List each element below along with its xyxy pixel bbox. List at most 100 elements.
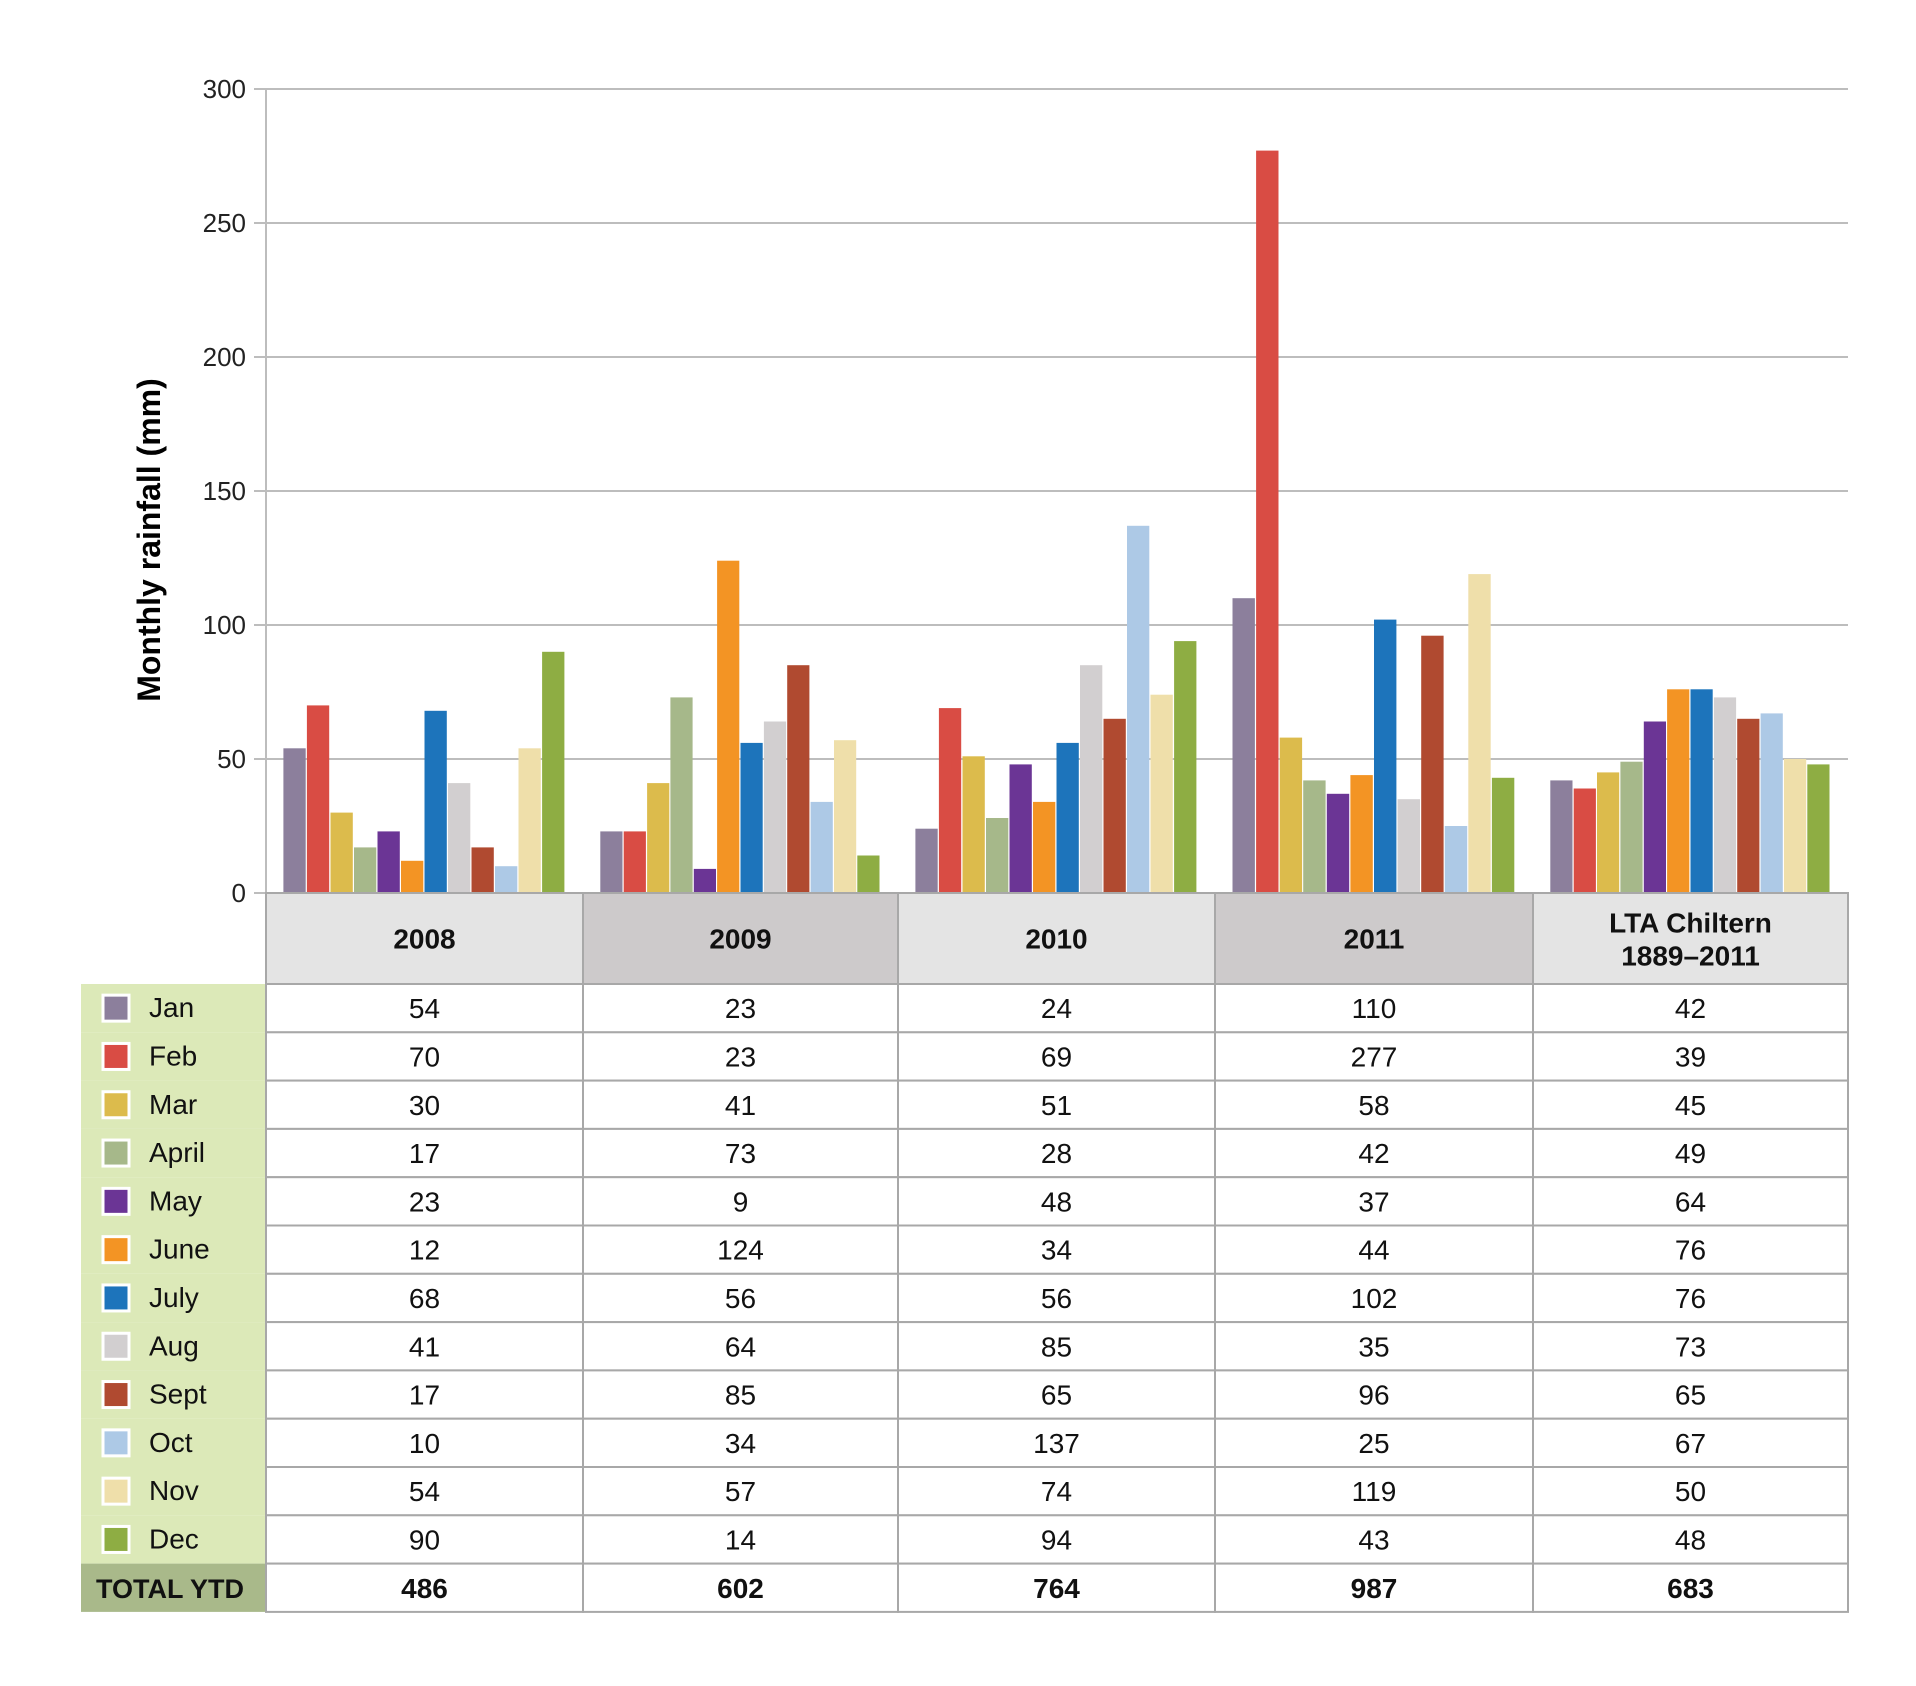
cell-value: 37 [1358, 1186, 1389, 1217]
bar [986, 818, 1009, 893]
cell-value: 17 [409, 1380, 440, 1411]
y-tick-label: 100 [203, 610, 246, 640]
bar [1056, 742, 1079, 893]
bar [424, 710, 447, 893]
cell-value: 42 [1358, 1138, 1389, 1169]
legend-swatch [101, 1428, 131, 1458]
cell-value: 124 [717, 1235, 764, 1266]
category-label: 2011 [1344, 924, 1405, 955]
table-cell [265, 1031, 584, 1082]
table-cell [1532, 1514, 1849, 1565]
y-tick-label: 50 [217, 744, 246, 774]
bar [1103, 718, 1126, 893]
table-cell [897, 983, 1216, 1034]
bar [1421, 635, 1444, 893]
bar [471, 847, 494, 893]
bar [763, 721, 787, 893]
cell-value: 35 [1358, 1331, 1389, 1362]
legend-label: April [149, 1137, 205, 1168]
legend-label: July [149, 1282, 199, 1313]
legend-swatch [101, 1041, 131, 1071]
cell-value: 23 [409, 1186, 440, 1217]
legend-swatch [101, 1138, 131, 1168]
table-cell [1532, 1127, 1849, 1179]
total-value: 602 [717, 1573, 764, 1604]
legend-label: Oct [149, 1427, 193, 1458]
y-tick-label: 0 [232, 878, 246, 908]
bar [1643, 721, 1666, 893]
cell-value: 54 [409, 993, 440, 1024]
total-value: 764 [1033, 1573, 1080, 1604]
bar [1150, 694, 1173, 893]
table-cell [1532, 1417, 1849, 1468]
bar [740, 742, 763, 893]
cell-value: 96 [1358, 1380, 1389, 1411]
bar [377, 831, 400, 893]
table-cell [265, 983, 584, 1034]
cell-value: 17 [409, 1138, 440, 1169]
table-cell [1532, 1224, 1849, 1275]
bar [647, 783, 670, 893]
legend-swatch [101, 1186, 131, 1216]
cell-value: 76 [1675, 1235, 1706, 1266]
y-axis: 0 50 100 150 200 250 300 [203, 74, 267, 908]
bar [1397, 799, 1420, 893]
table-cell [1214, 1224, 1534, 1275]
legend-swatch [101, 1235, 131, 1265]
cell-value: 51 [1041, 1090, 1072, 1121]
bar [1009, 764, 1032, 893]
table-cell [582, 1224, 899, 1275]
legend-swatch [101, 1331, 131, 1361]
y-tick-label: 300 [203, 74, 246, 104]
table-cell [265, 1514, 584, 1565]
bar [1444, 826, 1468, 893]
cell-value: 64 [1675, 1186, 1706, 1217]
bar [1667, 689, 1690, 893]
cell-value: 34 [725, 1428, 756, 1459]
bar [1620, 761, 1643, 893]
legend-label: May [149, 1185, 202, 1216]
table-cell [1214, 1031, 1534, 1082]
cell-value: 48 [1041, 1186, 1072, 1217]
bar [354, 847, 377, 893]
bar [1690, 689, 1713, 893]
table-cell [265, 1127, 584, 1179]
cell-value: 39 [1675, 1041, 1706, 1072]
bar [1468, 574, 1491, 893]
y-tick-label: 150 [203, 476, 246, 506]
cell-value: 119 [1352, 1476, 1397, 1507]
table-cell [1214, 1272, 1534, 1324]
bar [600, 831, 623, 893]
legend-label: Mar [149, 1089, 197, 1120]
bar [915, 828, 938, 893]
legend-swatch [101, 1476, 131, 1506]
cell-value: 94 [1041, 1524, 1072, 1555]
legend-label: Dec [149, 1523, 199, 1554]
cell-value: 110 [1352, 993, 1397, 1024]
bar [787, 665, 810, 893]
total-value: 987 [1351, 1573, 1398, 1604]
cell-value: 56 [725, 1283, 756, 1314]
y-tick-label: 200 [203, 342, 246, 372]
bar [1760, 713, 1783, 893]
cell-value: 44 [1358, 1235, 1389, 1266]
table-cell [1214, 1417, 1534, 1468]
cell-value: 85 [1041, 1331, 1072, 1362]
category-label: LTA Chiltern [1609, 908, 1772, 939]
cell-value: 70 [409, 1041, 440, 1072]
bar [1597, 772, 1620, 893]
total-label: TOTAL YTD [96, 1574, 244, 1604]
category-label: 2009 [709, 924, 771, 955]
legend-swatch [101, 1380, 131, 1410]
table-cell [897, 1127, 1216, 1179]
bar [1807, 764, 1830, 893]
table-cell [1532, 1272, 1849, 1324]
bar [1374, 619, 1397, 893]
legend-label: Aug [149, 1330, 199, 1361]
table-cell [265, 1417, 584, 1468]
category-label: 2010 [1025, 924, 1087, 955]
bar [938, 708, 962, 893]
bar [834, 740, 857, 893]
table-cell [582, 1321, 899, 1372]
table-cell [582, 1079, 899, 1130]
